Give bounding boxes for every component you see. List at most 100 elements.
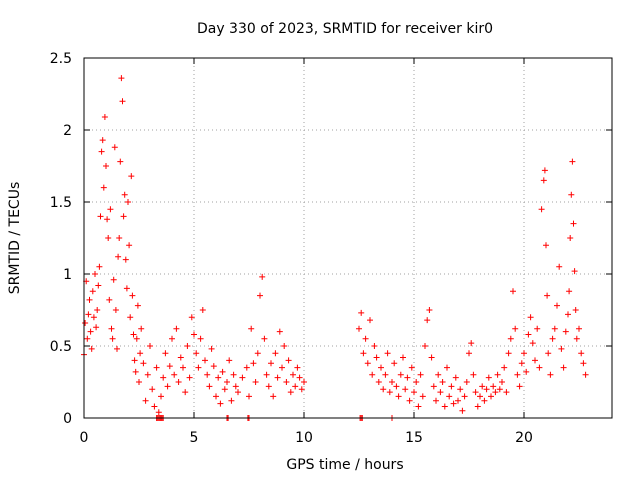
data-point <box>213 393 219 400</box>
data-point <box>160 374 167 381</box>
data-point <box>182 389 189 396</box>
data-point <box>565 311 571 318</box>
data-point <box>108 325 115 332</box>
data-point <box>545 350 552 357</box>
data-point <box>501 364 508 371</box>
data-point <box>415 403 422 410</box>
data-point <box>479 383 486 390</box>
data-point <box>441 403 448 410</box>
data-point <box>516 383 523 390</box>
data-point <box>133 335 140 342</box>
data-point <box>230 371 237 378</box>
data-point <box>119 98 126 105</box>
data-point <box>88 345 95 352</box>
y-axis-title: SRMTID / TECUs <box>7 182 23 295</box>
data-point <box>496 386 503 393</box>
data-point <box>386 389 393 396</box>
data-point <box>92 271 98 277</box>
data-point <box>457 386 464 393</box>
data-point <box>235 389 241 396</box>
data-point <box>527 314 534 321</box>
data-point <box>292 383 299 390</box>
data-point <box>408 364 415 371</box>
data-point <box>106 296 113 303</box>
data-point <box>391 360 398 367</box>
data-point <box>404 374 411 381</box>
data-point <box>126 242 133 249</box>
data-point <box>129 292 136 299</box>
data-point <box>298 386 305 393</box>
data-point <box>402 386 409 393</box>
data-point <box>257 292 263 299</box>
data-point <box>215 374 222 381</box>
data-point <box>503 389 510 396</box>
data-point <box>111 144 118 151</box>
data-point <box>274 374 281 381</box>
data-point <box>536 364 543 371</box>
data-point <box>367 317 373 324</box>
data-point <box>131 357 138 364</box>
data-point <box>272 350 279 357</box>
y-tick-label: 1 <box>63 267 72 283</box>
data-point <box>455 397 461 404</box>
data-point <box>296 374 303 381</box>
data-point <box>243 364 250 371</box>
data-point <box>439 379 446 385</box>
data-point <box>151 403 158 410</box>
data-point <box>175 379 182 385</box>
data-point <box>89 288 96 295</box>
x-tick-label: 20 <box>515 430 533 446</box>
data-point <box>566 288 573 295</box>
data-point <box>250 360 257 367</box>
data-point <box>380 386 387 393</box>
data-point <box>171 371 178 378</box>
data-point <box>195 364 202 371</box>
data-point <box>169 335 175 342</box>
data-point <box>518 360 525 367</box>
data-point <box>134 302 141 309</box>
data-point <box>147 343 153 349</box>
data-point <box>461 393 468 400</box>
data-point <box>117 158 124 165</box>
data-point <box>128 173 135 180</box>
data-point <box>547 371 554 378</box>
data-point <box>580 360 587 367</box>
x-axis: 0 5 10 15 20 <box>80 58 533 446</box>
data-point <box>287 389 294 396</box>
data-point <box>356 325 362 332</box>
data-point <box>556 263 563 270</box>
data-point <box>573 335 580 342</box>
data-point <box>358 309 365 316</box>
data-point <box>118 75 125 82</box>
data-point <box>448 383 455 390</box>
y-tick-label: 0.5 <box>50 339 72 355</box>
data-point <box>82 319 89 326</box>
data-point <box>450 400 457 407</box>
y-axis: 0 0.5 1 1.5 2 2.5 <box>50 51 612 427</box>
data-point <box>549 335 556 342</box>
data-point <box>378 364 384 371</box>
data-point <box>204 371 211 378</box>
data-point <box>99 137 106 144</box>
data-point <box>138 325 145 332</box>
y-tick-label: 2.5 <box>50 51 72 67</box>
chart-title: Day 330 of 2023, SRMTID for receiver kir… <box>197 21 493 37</box>
data-point <box>422 343 428 349</box>
data-point <box>570 220 577 227</box>
data-point <box>199 307 206 313</box>
data-point <box>283 379 290 385</box>
data-point <box>470 371 477 378</box>
data-point <box>373 354 380 361</box>
data-point <box>259 273 266 280</box>
data-point <box>459 407 466 414</box>
data-markers <box>81 75 589 421</box>
data-point <box>488 393 494 400</box>
data-point <box>463 379 470 385</box>
data-point <box>193 350 200 357</box>
data-point <box>191 331 197 338</box>
data-point <box>569 158 576 165</box>
data-point <box>188 314 195 321</box>
data-point <box>217 400 224 407</box>
data-point <box>144 371 151 378</box>
